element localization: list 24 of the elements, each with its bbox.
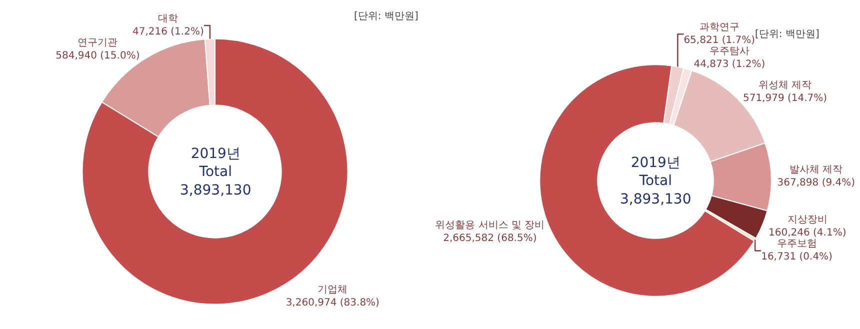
data-label: 16,731 (0.4%) (761, 252, 833, 263)
text: 2019년 Total 3,893,130 (180, 146, 252, 198)
data-label: 367,898 (9.4%) (777, 178, 856, 189)
data-label: 160,246 (4.1%) (768, 228, 846, 239)
slice-label: 발사체 제작 (790, 164, 843, 176)
data-label: 47,216 (1.2%) (132, 26, 204, 38)
text: [단위: 백만원] (354, 11, 418, 22)
slice-label: 과학연구 (699, 22, 740, 34)
data-label: 44,873 (1.2%) (694, 59, 766, 70)
slice-label: 위성활용 서비스 및 장비 (435, 220, 545, 232)
slice-label: 위성체 제작 (758, 80, 812, 92)
slice-label: 연구기관 (78, 37, 118, 48)
data-label: 65,821 (1.7%) (684, 35, 756, 46)
slice-label: 우주탐사 (709, 46, 750, 58)
data-label: 2,665,582 (68.5%) (443, 233, 537, 244)
slice-label: 기업체 (318, 284, 348, 296)
slice-label: 우주보험 (776, 238, 817, 250)
data-label: 571,979 (14.7%) (742, 93, 828, 104)
text: [단위: 백만원] (755, 29, 820, 40)
text: 2019년 Total 3,893,130 (620, 155, 692, 208)
slice-label: 대학 (158, 13, 178, 24)
data-label: 3,260,974 (83.8%) (286, 297, 380, 308)
slice-label: 지상장비 (787, 214, 828, 226)
data-label: 584,940 (15.0%) (56, 50, 140, 62)
